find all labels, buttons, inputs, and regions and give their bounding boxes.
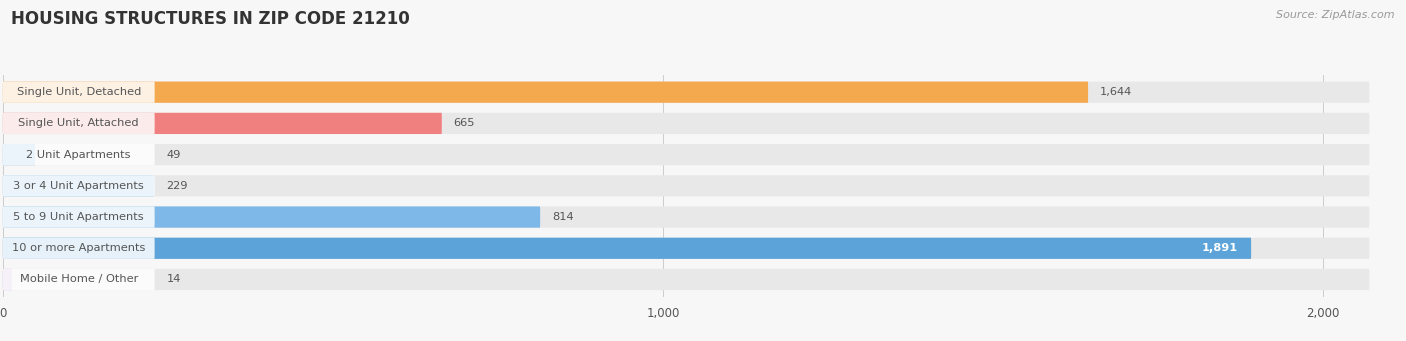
FancyBboxPatch shape: [3, 81, 1369, 103]
Text: 1,891: 1,891: [1202, 243, 1237, 253]
Text: 3 or 4 Unit Apartments: 3 or 4 Unit Apartments: [13, 181, 143, 191]
Text: Source: ZipAtlas.com: Source: ZipAtlas.com: [1277, 10, 1395, 20]
Text: HOUSING STRUCTURES IN ZIP CODE 21210: HOUSING STRUCTURES IN ZIP CODE 21210: [11, 10, 411, 28]
FancyBboxPatch shape: [3, 206, 540, 228]
Text: 5 to 9 Unit Apartments: 5 to 9 Unit Apartments: [14, 212, 143, 222]
Text: Single Unit, Attached: Single Unit, Attached: [18, 118, 139, 129]
FancyBboxPatch shape: [3, 175, 1369, 196]
FancyBboxPatch shape: [3, 269, 13, 290]
FancyBboxPatch shape: [3, 144, 155, 165]
Text: 1,644: 1,644: [1099, 87, 1132, 97]
FancyBboxPatch shape: [3, 113, 441, 134]
FancyBboxPatch shape: [3, 144, 1369, 165]
FancyBboxPatch shape: [3, 113, 155, 134]
Text: 2 Unit Apartments: 2 Unit Apartments: [27, 150, 131, 160]
Text: 49: 49: [166, 150, 181, 160]
FancyBboxPatch shape: [3, 175, 155, 196]
FancyBboxPatch shape: [3, 206, 155, 228]
Text: 665: 665: [454, 118, 475, 129]
Text: 14: 14: [166, 275, 181, 284]
FancyBboxPatch shape: [3, 81, 155, 103]
Text: Single Unit, Detached: Single Unit, Detached: [17, 87, 141, 97]
Text: 814: 814: [553, 212, 574, 222]
FancyBboxPatch shape: [3, 175, 155, 196]
FancyBboxPatch shape: [3, 269, 155, 290]
Text: Mobile Home / Other: Mobile Home / Other: [20, 275, 138, 284]
FancyBboxPatch shape: [3, 144, 35, 165]
Text: 10 or more Apartments: 10 or more Apartments: [13, 243, 145, 253]
Text: 229: 229: [166, 181, 188, 191]
FancyBboxPatch shape: [3, 238, 155, 259]
FancyBboxPatch shape: [3, 269, 1369, 290]
FancyBboxPatch shape: [3, 113, 1369, 134]
FancyBboxPatch shape: [3, 206, 1369, 228]
FancyBboxPatch shape: [3, 81, 1088, 103]
FancyBboxPatch shape: [3, 238, 1251, 259]
FancyBboxPatch shape: [3, 238, 1369, 259]
